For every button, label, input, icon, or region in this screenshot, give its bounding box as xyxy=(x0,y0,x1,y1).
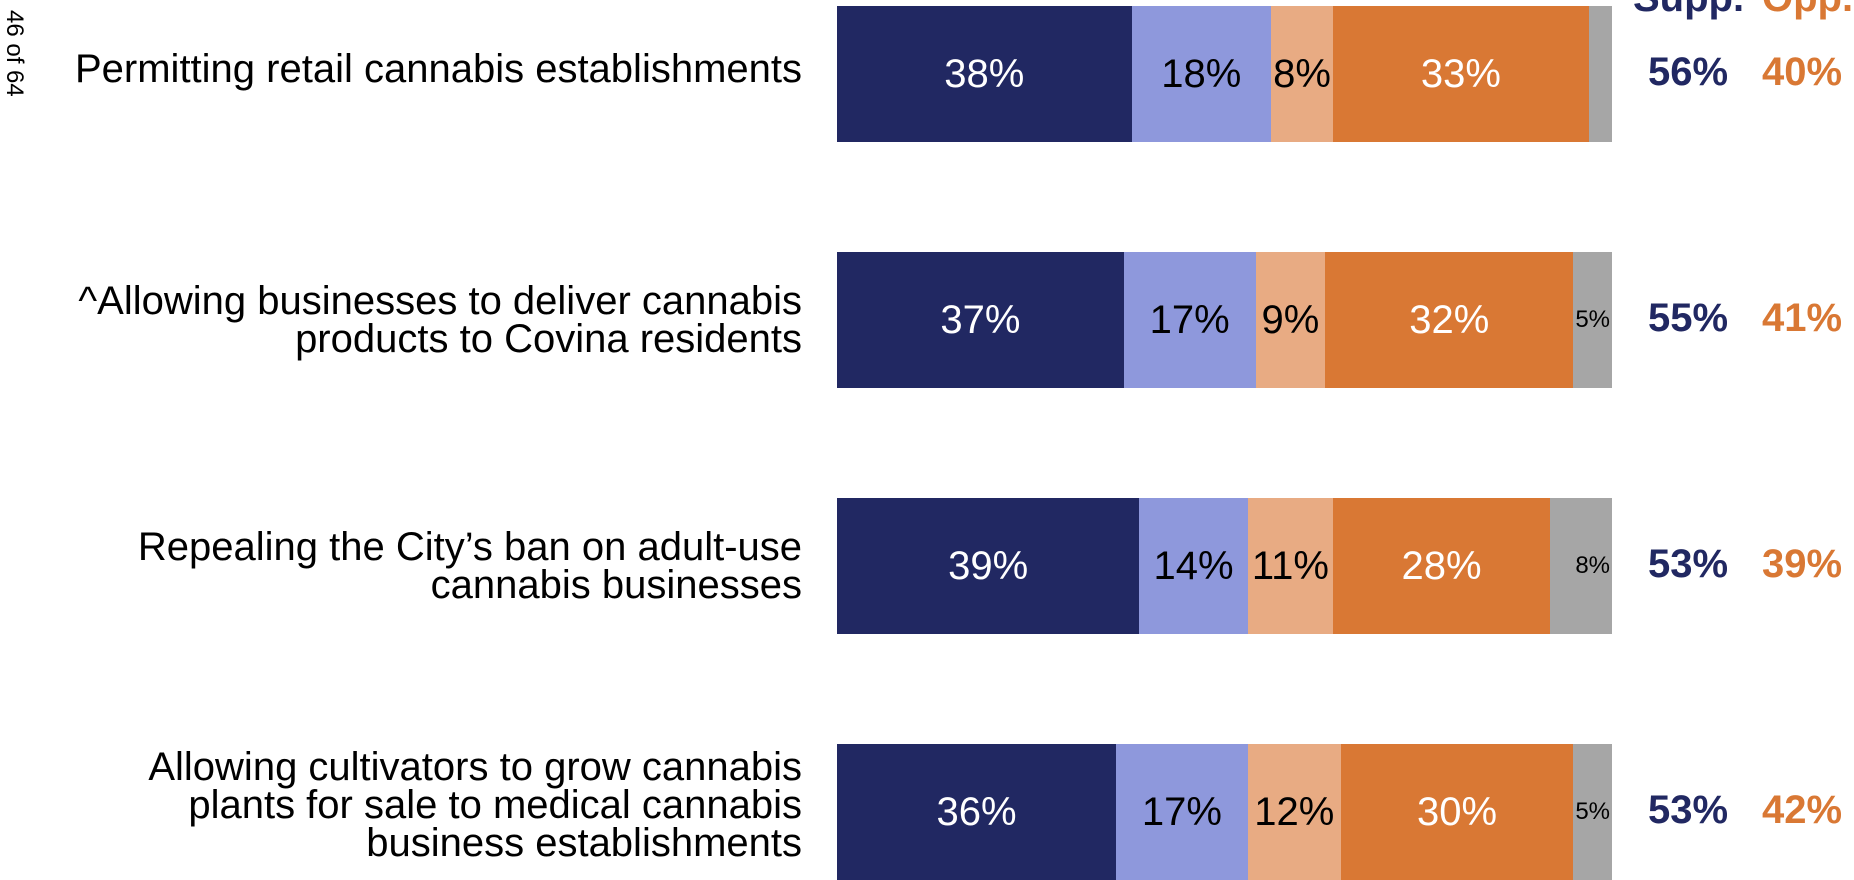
row-label: Allowing cultivators to grow cannabis pla… xyxy=(42,745,802,865)
data-label: 5% xyxy=(1575,798,1610,825)
row-label-line: Repealing the City’s ban on adult-use xyxy=(137,525,802,569)
bar-segment: 14% xyxy=(1139,498,1248,634)
bar-segment: 18% xyxy=(1131,6,1271,142)
net-oppose-value: 41% xyxy=(1762,296,1843,340)
oppose-header: Opp. xyxy=(1762,0,1853,21)
data-label: 8% xyxy=(1273,51,1331,96)
bar-segment: 17% xyxy=(1123,252,1256,388)
bar-segment: 39% xyxy=(837,498,1140,634)
row-label: Permitting retail cannabis establishment… xyxy=(42,47,802,91)
data-label: 17% xyxy=(1141,789,1222,834)
net-support-value: 56% xyxy=(1648,50,1729,94)
net-oppose-value: 42% xyxy=(1762,788,1843,832)
row-label-line: ^Allowing businesses to deliver cannabis xyxy=(78,279,802,323)
bar-segment xyxy=(1588,6,1612,142)
data-label: 18% xyxy=(1161,51,1242,96)
net-support-value: 53% xyxy=(1648,542,1729,586)
data-label: 14% xyxy=(1153,543,1234,588)
data-label: 36% xyxy=(936,789,1017,834)
bar-segment: 8% xyxy=(1550,498,1612,634)
bar-segment: 17% xyxy=(1116,744,1248,880)
bar-segment: 36% xyxy=(837,744,1116,880)
data-label: 28% xyxy=(1401,543,1482,588)
bar-segment: 28% xyxy=(1333,498,1550,634)
row-label-line: Allowing cultivators to grow cannabis xyxy=(148,745,802,789)
bar-segment: 5% xyxy=(1573,252,1612,388)
bar-segment: 9% xyxy=(1255,252,1326,388)
row-label: ^Allowing businesses to deliver cannabis… xyxy=(42,279,802,361)
row-label: Repealing the City’s ban on adult-use can… xyxy=(42,525,802,607)
row-label-line: plants for sale to medical cannabis xyxy=(188,783,802,827)
data-label: 11% xyxy=(1251,543,1329,588)
row-label-line: Permitting retail cannabis establishment… xyxy=(74,47,802,91)
bar-segment: 37% xyxy=(837,252,1124,388)
data-label: 33% xyxy=(1420,51,1501,96)
support-header: Supp. xyxy=(1633,0,1744,21)
bar-segment: 11% xyxy=(1247,498,1333,634)
data-label: 12% xyxy=(1254,789,1335,834)
net-support-value: 55% xyxy=(1648,296,1729,340)
row-label-line: business establishments xyxy=(366,821,802,865)
row-label-line: cannabis businesses xyxy=(430,563,802,607)
bar-segment: 38% xyxy=(837,6,1132,142)
data-label: 38% xyxy=(944,51,1025,96)
data-label: 17% xyxy=(1149,297,1230,342)
data-label: 32% xyxy=(1409,297,1490,342)
page-number: 46 of 64 xyxy=(1,10,28,97)
data-label: 37% xyxy=(940,297,1021,342)
net-oppose-value: 39% xyxy=(1762,542,1843,586)
net-oppose-value: 40% xyxy=(1762,50,1843,94)
data-label: 8% xyxy=(1575,552,1610,579)
bar-segment: 8% xyxy=(1271,6,1333,142)
data-label: 5% xyxy=(1575,306,1610,333)
data-label: 9% xyxy=(1261,297,1320,342)
data-label: 30% xyxy=(1416,789,1498,834)
net-support-value: 53% xyxy=(1648,788,1729,832)
bar-segment: 33% xyxy=(1333,6,1589,142)
bar-segment: 32% xyxy=(1325,252,1574,388)
data-label: 39% xyxy=(948,543,1029,588)
row-label-line: products to Covina residents xyxy=(295,317,802,361)
bar-segment: 12% xyxy=(1247,744,1341,880)
bar-segment: 30% xyxy=(1340,744,1574,880)
bar-segment: 5% xyxy=(1573,744,1612,880)
